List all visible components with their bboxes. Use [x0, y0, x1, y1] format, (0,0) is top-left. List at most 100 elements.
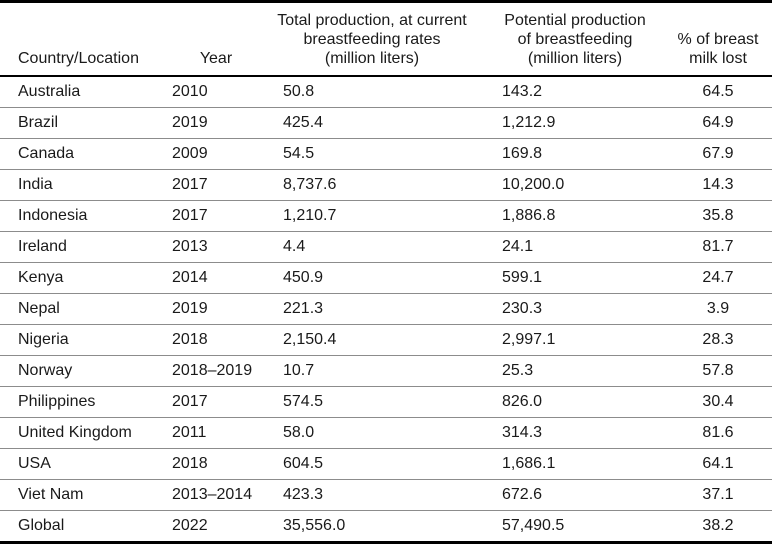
cell-potential-production: 143.2: [502, 83, 543, 100]
cell-percent-lost: 3.9: [664, 293, 772, 325]
column-header-total-production: Total production, at current breastfeedi…: [272, 1, 472, 77]
cell-year: 2018: [160, 448, 272, 480]
cell-potential-production: 1,212.9: [472, 107, 664, 139]
cell-year: 2017: [160, 200, 272, 232]
column-header-year: Year: [160, 1, 272, 77]
table-row: Ireland 2013 4.4 24.1 81.7: [0, 231, 772, 263]
cell-potential-production: 25.3: [472, 355, 664, 387]
cell-percent-lost: 14.3: [664, 169, 772, 201]
cell-potential-production: 169.8: [472, 138, 664, 170]
table-row: Nigeria 2018 2,150.4 2,997.1 28.3: [0, 324, 772, 356]
cell-potential-production: 1,686.1: [472, 448, 664, 480]
cell-total-production: 35,556.0: [272, 510, 472, 543]
cell-total-production: 58.0: [272, 417, 472, 449]
cell-total-production: 50.8: [283, 83, 315, 100]
cell-potential-production: 57,490.5: [472, 510, 664, 543]
cell-total-production: 4.4: [272, 231, 472, 263]
column-header-percent-lost: % of breast milk lost: [664, 1, 772, 77]
cell-country: Nigeria: [0, 324, 160, 356]
cell-total-production: 8,737.6: [272, 169, 472, 201]
table-header: Country/Location Year Total production, …: [0, 1, 772, 77]
cell-country: Brazil: [0, 107, 160, 139]
cell-total-production: 10.7: [272, 355, 472, 387]
table-row: Indonesia 2017 1,210.7 1,886.8 35.8: [0, 200, 772, 232]
cell-country: Viet Nam: [0, 479, 160, 511]
cell-percent-lost: 81.7: [664, 231, 772, 263]
cell-total-production: 1,210.7: [272, 200, 472, 232]
cell-country: USA: [0, 448, 160, 480]
cell-country: India: [0, 169, 160, 201]
cell-year: 2013–2014: [160, 479, 272, 511]
column-header-potential-production: Potential production of breastfeeding (m…: [472, 1, 664, 77]
cell-year: 2017: [160, 169, 272, 201]
cell-country: Kenya: [0, 262, 160, 294]
table-body: Australia 2010 50.8 143.2 64.5 Brazil 2019 425.…: [0, 76, 772, 543]
cell-percent-lost: 64.1: [664, 448, 772, 480]
table-row: Brazil 2019 425.4 1,212.9 64.9: [0, 107, 772, 139]
cell-percent-lost: 28.3: [664, 324, 772, 356]
table-row: Norway 2018–2019 10.7 25.3 57.8: [0, 355, 772, 387]
table-row: Australia 2010 50.8 143.2 64.5: [0, 76, 772, 108]
table-row: Philippines 2017 574.5 826.0 30.4: [0, 386, 772, 418]
cell-potential-production: 10,200.0: [472, 169, 664, 201]
table-row: Global 2022 35,556.0 57,490.5 38.2: [0, 510, 772, 543]
cell-country: Australia: [18, 83, 81, 100]
table-row: India 2017 8,737.6 10,200.0 14.3: [0, 169, 772, 201]
cell-potential-production: 1,886.8: [472, 200, 664, 232]
header-row: Country/Location Year Total production, …: [0, 1, 772, 77]
cell-percent-lost: 64.5: [702, 83, 734, 100]
cell-percent-lost: 81.6: [664, 417, 772, 449]
table-row: Nepal 2019 221.3 230.3 3.9: [0, 293, 772, 325]
column-header-country: Country/Location: [0, 1, 160, 77]
cell-percent-lost: 37.1: [664, 479, 772, 511]
cell-year: 2017: [160, 386, 272, 418]
cell-total-production: 574.5: [272, 386, 472, 418]
cell-potential-production: 314.3: [472, 417, 664, 449]
cell-country: Nepal: [0, 293, 160, 325]
cell-country: United Kingdom: [0, 417, 160, 449]
cell-year: 2018–2019: [160, 355, 272, 387]
cell-country: Canada: [0, 138, 160, 170]
cell-percent-lost: 64.9: [664, 107, 772, 139]
cell-percent-lost: 38.2: [664, 510, 772, 543]
cell-year: 2014: [160, 262, 272, 294]
cell-potential-production: 826.0: [472, 386, 664, 418]
cell-year: 2018: [160, 324, 272, 356]
table-row: United Kingdom 2011 58.0 314.3 81.6: [0, 417, 772, 449]
cell-total-production: 221.3: [272, 293, 472, 325]
cell-potential-production: 672.6: [472, 479, 664, 511]
cell-country: Philippines: [0, 386, 160, 418]
table-row: Viet Nam 2013–2014 423.3 672.6 37.1: [0, 479, 772, 511]
cell-total-production: 2,150.4: [272, 324, 472, 356]
cell-year: 2022: [160, 510, 272, 543]
cell-year: 2019: [160, 293, 272, 325]
cell-potential-production: 24.1: [472, 231, 664, 263]
cell-potential-production: 230.3: [472, 293, 664, 325]
cell-percent-lost: 35.8: [664, 200, 772, 232]
cell-total-production: 425.4: [272, 107, 472, 139]
cell-percent-lost: 57.8: [664, 355, 772, 387]
cell-year: 2009: [160, 138, 272, 170]
cell-country: Ireland: [0, 231, 160, 263]
cell-percent-lost: 24.7: [664, 262, 772, 294]
cell-country: Global: [0, 510, 160, 543]
cell-potential-production: 2,997.1: [472, 324, 664, 356]
cell-total-production: 54.5: [272, 138, 472, 170]
table-row: Kenya 2014 450.9 599.1 24.7: [0, 262, 772, 294]
cell-total-production: 423.3: [272, 479, 472, 511]
cell-year: 2013: [160, 231, 272, 263]
cell-country: Indonesia: [0, 200, 160, 232]
table-row: USA 2018 604.5 1,686.1 64.1: [0, 448, 772, 480]
cell-year: 2019: [160, 107, 272, 139]
cell-potential-production: 599.1: [472, 262, 664, 294]
cell-percent-lost: 30.4: [664, 386, 772, 418]
table-row: Canada 2009 54.5 169.8 67.9: [0, 138, 772, 170]
cell-total-production: 450.9: [272, 262, 472, 294]
cell-percent-lost: 67.9: [664, 138, 772, 170]
cell-country: Norway: [0, 355, 160, 387]
cell-year: 2010: [172, 83, 208, 100]
cell-year: 2011: [160, 417, 272, 449]
cell-total-production: 604.5: [272, 448, 472, 480]
